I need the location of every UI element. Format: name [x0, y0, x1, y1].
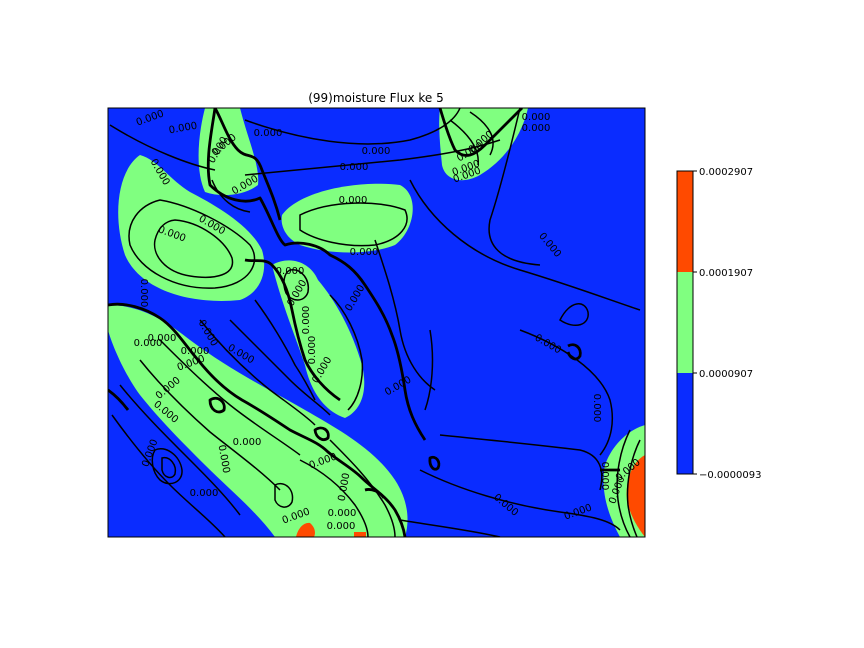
contour-label: 0.000: [328, 508, 357, 519]
contour-line: [111, 414, 226, 537]
contour-line: [329, 294, 364, 411]
contour-line: [519, 329, 613, 456]
band-mid-region-central-lobe: [281, 183, 413, 253]
contour-line: [229, 319, 331, 416]
coastline: [208, 396, 226, 414]
contour-line: [128, 199, 256, 289]
contour-label: 0.000: [168, 121, 198, 137]
contour-label: 0.000: [148, 333, 177, 344]
band-high-region-south-2: [354, 532, 366, 537]
contour-line: [488, 108, 541, 266]
coastline: [364, 488, 386, 499]
contour-line: [409, 179, 641, 311]
coastline: [438, 108, 523, 157]
contour-label: 0.000: [327, 521, 356, 532]
coastline: [108, 388, 130, 411]
coastline: [428, 455, 441, 471]
contour-line: [153, 219, 234, 279]
contour-label: 0.000: [337, 472, 353, 502]
coastlines: [108, 108, 620, 537]
contour-label: 0.000: [181, 346, 210, 357]
contour-lines: [109, 108, 641, 537]
contour-line: [559, 303, 589, 327]
plot-area: 0.000 0.000 0.0000.0000.0000.0000.0000.000…: [107, 107, 646, 538]
contour-line: [469, 111, 494, 156]
contour-line: [109, 124, 216, 171]
contour-line: [419, 469, 621, 531]
colorbar-segment: [677, 373, 693, 474]
contour-label: 0.000: [190, 488, 219, 499]
contour-line: [254, 299, 316, 401]
contour-line: [161, 456, 177, 479]
contour-label: 0.000: [233, 437, 262, 448]
contour-line: [244, 139, 501, 176]
contour-label: 0.000: [599, 462, 610, 491]
colorbar-segment: [677, 272, 693, 373]
contour-label: 0.000: [362, 146, 391, 157]
coastline: [108, 302, 407, 537]
colorbar-tick-label: 0.0001907: [699, 268, 753, 279]
contour-line: [159, 339, 301, 456]
colorbar-tick-label: −0.0000093: [699, 470, 761, 481]
contour-label: 0.000: [307, 336, 318, 365]
contour-label: 0.000: [340, 162, 369, 173]
contour-label: 0.000: [591, 394, 602, 423]
contour-line: [299, 202, 408, 247]
contour-label: 0.000: [301, 306, 312, 335]
contour-line: [374, 239, 436, 391]
colorbar: 0.0002907 0.0001907 0.0000907 −0.0000093: [676, 167, 761, 481]
contour-line: [399, 519, 501, 537]
contour-label: 0.000: [522, 123, 551, 134]
band-high-region-southeast: [626, 455, 645, 537]
band-mid-region-north-strip: [198, 108, 259, 196]
contour-label: 0.000: [138, 279, 149, 308]
contour-label: 0.000: [522, 112, 551, 123]
coastline: [313, 426, 330, 441]
chart-title: (99)moisture Flux ke 5: [308, 91, 444, 105]
contour-line: [283, 269, 310, 301]
contour-line: [139, 359, 281, 491]
contour-line: [626, 439, 641, 537]
contour-line: [199, 319, 316, 426]
contour-label: 0.000: [276, 266, 305, 277]
contour-line: [211, 179, 251, 213]
contour-line: [616, 429, 631, 537]
band-high-region-south-1: [296, 522, 315, 537]
contour-label: 0.000: [350, 247, 379, 258]
contour-label: 0.000: [216, 444, 232, 474]
plot-frame: [107, 107, 646, 538]
contour-label: 0.000: [339, 195, 368, 206]
coastline: [206, 108, 427, 441]
colorbar-segment: [677, 171, 693, 272]
contour-line: [329, 439, 396, 537]
contour-label: 0.000: [254, 128, 283, 139]
colorbar-frame: [676, 170, 694, 475]
band-mid-region-west-lobe: [118, 155, 265, 301]
contour-line: [151, 448, 183, 485]
contour-line: [299, 459, 369, 537]
contour-label: 0.000: [134, 338, 163, 349]
contour-line: [119, 384, 241, 516]
contour-line: [244, 108, 461, 145]
contour-line: [274, 483, 294, 508]
contour-line: [449, 119, 479, 166]
coastline: [244, 258, 341, 402]
coastline: [566, 343, 582, 361]
coastline: [213, 108, 282, 221]
colorbar-tick-label: 0.0002907: [699, 167, 753, 178]
contour-line: [424, 329, 434, 411]
colorbar-tick-label: 0.0000907: [699, 369, 753, 380]
